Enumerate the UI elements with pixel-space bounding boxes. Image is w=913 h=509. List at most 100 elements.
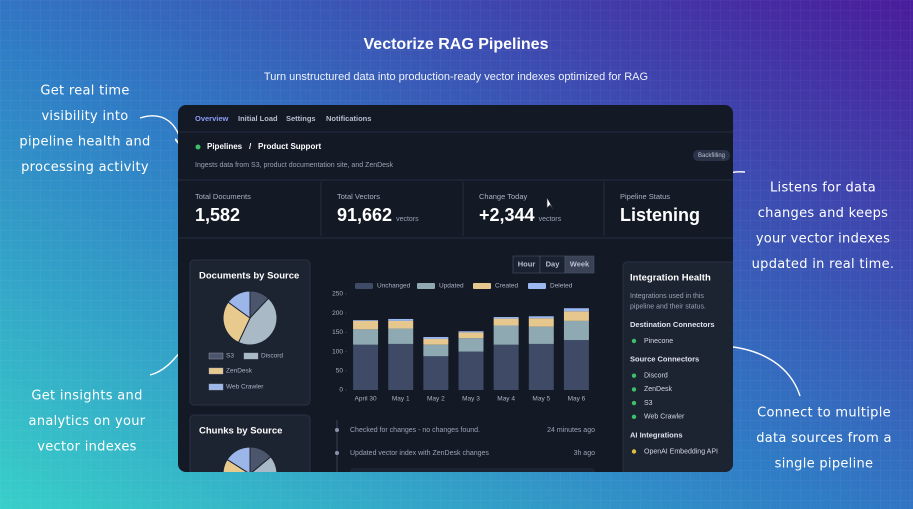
range-label[interactable]: Week xyxy=(570,259,590,268)
y-tick-label: 100 xyxy=(332,348,343,355)
log-time: 3h ago xyxy=(574,450,596,457)
status-dot xyxy=(631,449,637,454)
bar-segment xyxy=(458,351,484,390)
timeline-dot xyxy=(335,428,339,432)
integration-name: OpenAI Embedding API xyxy=(644,448,718,455)
x-tick-label: May 2 xyxy=(427,396,445,403)
x-tick-label: May 1 xyxy=(392,396,410,403)
pie-slice xyxy=(222,458,251,472)
integration-name: Pinecone xyxy=(644,338,673,345)
y-tick-label: 200 xyxy=(332,310,343,317)
legend-label: Discord xyxy=(261,353,283,360)
bar-segment xyxy=(493,344,519,390)
annotation-text: updated in real time. xyxy=(752,257,895,272)
log-time: 24 minutes ago xyxy=(547,427,595,434)
annotation-text: vector indexes xyxy=(37,440,137,455)
tab[interactable]: Overview xyxy=(195,114,229,123)
range-label[interactable]: Hour xyxy=(518,259,536,268)
tab[interactable]: Settings xyxy=(286,114,316,123)
tab[interactable]: Initial Load xyxy=(238,114,278,123)
pie-slice xyxy=(222,301,251,344)
log-text: Updated vector index with ZenDesk change… xyxy=(350,450,489,457)
status-dot xyxy=(631,373,637,378)
bar-segment xyxy=(563,340,589,390)
tab[interactable]: Notifications xyxy=(326,114,371,123)
bar-segment xyxy=(458,332,484,339)
annotation-text: Connect to multiple xyxy=(757,406,891,421)
legend-swatch xyxy=(355,283,373,289)
legend-label: Created xyxy=(495,283,519,290)
y-tick-label: 0 xyxy=(339,387,343,394)
legend-swatch xyxy=(208,383,224,391)
x-tick-label: May 5 xyxy=(532,396,550,403)
badge xyxy=(693,150,730,161)
stat-label: Change Today xyxy=(479,192,527,201)
bar-segment xyxy=(423,344,449,357)
pie-slice xyxy=(237,297,278,346)
x-tick-label: May 6 xyxy=(568,396,586,403)
range-label[interactable]: Day xyxy=(546,259,561,268)
bar-segment xyxy=(563,308,589,312)
legend-swatch xyxy=(208,367,224,375)
bar-segment xyxy=(388,320,414,329)
bar-segment xyxy=(388,343,414,390)
annotation-text: data sources from a xyxy=(756,431,892,446)
legend-label: Deleted xyxy=(550,283,573,290)
breadcrumb: Pipelines xyxy=(207,142,243,151)
card-description: pipeline and their status. xyxy=(630,303,706,310)
breadcrumb: Product Support xyxy=(258,142,321,151)
bar-segment xyxy=(563,320,589,341)
bar-segment xyxy=(423,337,449,339)
dashboard: Overview Initial Load Settings Notification… xyxy=(178,114,733,472)
stat-value: +2,344 xyxy=(479,205,535,225)
annotations: Get real time visibility into pipeline hea… xyxy=(19,84,894,472)
status-dot xyxy=(631,400,637,406)
status-dot xyxy=(631,338,637,344)
bar-segment xyxy=(388,318,414,321)
badge-text: Backfilling xyxy=(698,153,725,159)
legend-label: S3 xyxy=(226,353,234,360)
annotation-text: pipeline health and xyxy=(19,135,150,150)
integration-name: ZenDesk xyxy=(644,386,673,393)
card xyxy=(622,261,733,472)
log-text: Checked for changes - no changes found. xyxy=(350,427,480,434)
stat-value: 91,662 xyxy=(337,205,392,225)
bar-segment xyxy=(423,338,449,345)
bar-segment xyxy=(493,317,519,319)
annotation-arrow xyxy=(722,346,801,397)
legend-swatch xyxy=(473,283,491,289)
log-row xyxy=(350,468,595,472)
annotation-text: Get insights and xyxy=(31,389,142,404)
annotation-text: Listens for data xyxy=(770,181,876,196)
stat-label: Total Documents xyxy=(195,192,251,201)
status-dot xyxy=(195,144,201,150)
bar-segment xyxy=(493,325,519,345)
annotation-text: processing activity xyxy=(21,160,149,175)
bar-segment xyxy=(458,331,484,333)
y-tick-label: 250 xyxy=(332,291,343,298)
legend-swatch xyxy=(243,352,259,360)
group-title: Source Connectors xyxy=(630,355,699,364)
stat-value: Listening xyxy=(620,205,700,225)
legend-swatch xyxy=(417,283,435,289)
legend-label: Web Crawler xyxy=(226,384,264,391)
integration-name: Web Crawler xyxy=(644,414,685,421)
y-tick-label: 150 xyxy=(332,329,343,336)
annotation-text: changes and keeps xyxy=(758,206,889,221)
annotation-text: visibility into xyxy=(41,109,128,124)
legend-swatch xyxy=(528,283,546,289)
stat-unit: vectors xyxy=(396,216,419,223)
page-subtitle: Turn unstructured data into production-r… xyxy=(264,71,648,83)
bar-segment xyxy=(493,318,519,326)
bar-segment xyxy=(458,338,484,352)
stat-label: Pipeline Status xyxy=(620,192,670,201)
annotation-text: your vector indexes xyxy=(756,232,890,247)
stat-label: Total Vectors xyxy=(337,192,380,201)
bar-segment xyxy=(528,326,554,344)
range-button[interactable] xyxy=(564,255,595,274)
pipeline-description: Ingests data from S3, product documentat… xyxy=(195,162,394,169)
pie-slice xyxy=(242,456,278,472)
bar-segment xyxy=(353,329,379,345)
x-tick-label: April 30 xyxy=(355,396,377,403)
